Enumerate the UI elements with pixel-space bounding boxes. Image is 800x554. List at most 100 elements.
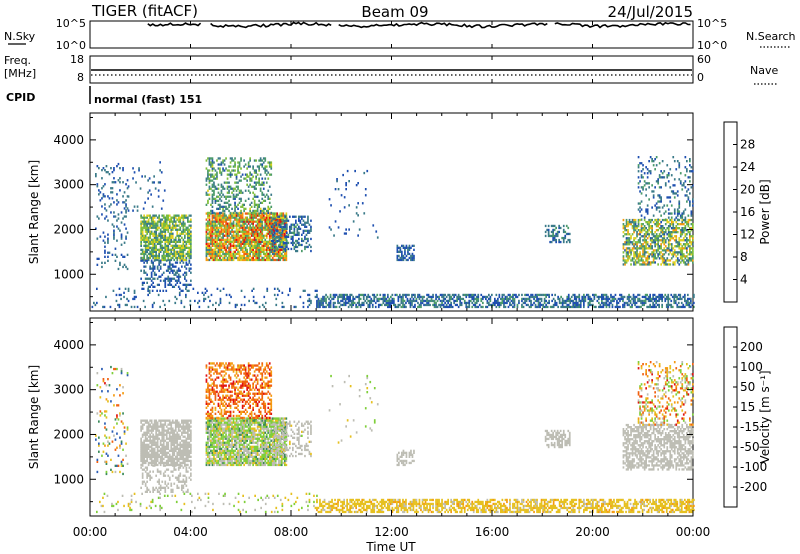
data-cell [673, 253, 676, 256]
data-cell [151, 305, 154, 309]
data-cell [489, 295, 492, 299]
data-cell [219, 252, 221, 256]
data-cell [107, 400, 109, 403]
data-cell [225, 167, 227, 170]
data-cell [173, 258, 176, 262]
data-cell [225, 224, 227, 227]
colorbar-tick-label: 24 [740, 160, 755, 174]
data-cell [205, 240, 208, 243]
data-cell [286, 225, 288, 228]
data-cell [442, 293, 445, 297]
data-cell [657, 237, 659, 240]
data-cell [298, 243, 300, 247]
data-cell [645, 233, 647, 236]
data-cell [231, 234, 233, 237]
data-cell [184, 214, 186, 217]
data-cell [692, 249, 694, 252]
data-cell [144, 252, 147, 256]
data-cell [667, 174, 670, 177]
data-cell [497, 299, 499, 303]
data-cell [184, 258, 186, 262]
data-cell [171, 246, 174, 249]
data-cell [652, 303, 654, 307]
data-cell [657, 239, 659, 242]
data-cell [208, 216, 211, 219]
data-cell [666, 218, 669, 222]
data-cell [557, 305, 559, 309]
data-cell [234, 218, 236, 221]
data-cell [119, 181, 121, 184]
data-cell [262, 181, 265, 184]
data-cell [252, 230, 254, 233]
data-cell [672, 237, 675, 240]
data-cell [554, 299, 556, 303]
data-cell [182, 226, 185, 229]
data-cell [640, 223, 643, 226]
data-cell [660, 196, 662, 199]
data-cell [182, 238, 185, 241]
data-cell [658, 247, 661, 250]
data-cell [95, 438, 97, 441]
data-cell [243, 228, 245, 231]
data-cell [101, 187, 103, 190]
data-cell [144, 244, 147, 247]
data-cell [442, 297, 445, 301]
data-cell [375, 230, 378, 233]
data-cell [679, 255, 682, 258]
data-cell [215, 301, 217, 305]
data-cell [494, 297, 496, 301]
data-cell [637, 233, 640, 236]
data-cell [544, 230, 547, 234]
data-cell [152, 224, 154, 227]
data-cell [622, 235, 625, 238]
data-cell [153, 238, 156, 241]
data-cell [275, 245, 278, 249]
data-cell [240, 240, 242, 243]
data-cell [673, 210, 676, 213]
data-cell [631, 241, 634, 244]
data-cell [652, 293, 654, 297]
data-cell [276, 252, 279, 256]
data-cell [253, 201, 256, 204]
data-cell [147, 287, 149, 290]
data-cell [225, 201, 227, 204]
data-cell [679, 235, 682, 238]
data-cell [256, 207, 259, 210]
data-cell [648, 182, 650, 185]
data-cell [214, 169, 217, 172]
data-cell [184, 275, 186, 278]
data-cell [228, 226, 230, 229]
data-cell [190, 232, 192, 235]
data-cell [265, 218, 268, 221]
data-cell [238, 218, 241, 221]
data-cell [678, 218, 681, 222]
data-cell [448, 305, 451, 309]
data-cell [352, 301, 354, 305]
data-cell [414, 305, 416, 309]
data-cell [182, 240, 185, 243]
data-cell [176, 269, 179, 272]
data-cell [179, 246, 182, 249]
data-cell [646, 247, 649, 250]
data-cell [213, 175, 215, 178]
data-cell [660, 221, 662, 224]
data-cell [177, 285, 180, 288]
data-cell [454, 299, 457, 303]
data-cell [435, 301, 437, 305]
data-cell [188, 234, 191, 237]
data-cell [139, 187, 142, 190]
data-cell [176, 281, 179, 284]
data-cell [177, 275, 180, 278]
data-cell [610, 299, 612, 303]
data-cell [657, 249, 659, 252]
data-cell [640, 208, 643, 211]
data-cell [675, 255, 678, 258]
data-cell [255, 159, 257, 162]
data-cell [185, 242, 188, 245]
data-cell [657, 225, 659, 228]
data-cell [234, 236, 236, 239]
data-cell [152, 220, 154, 223]
data-cell [406, 297, 409, 301]
data-cell [250, 246, 253, 249]
data-cell [657, 247, 659, 250]
